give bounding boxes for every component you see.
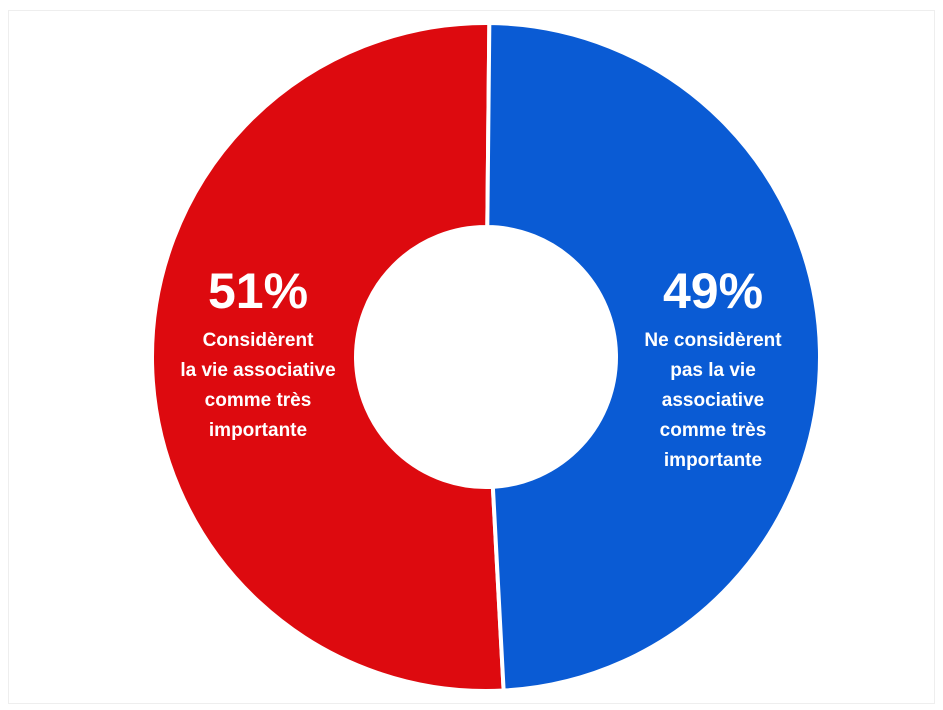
desc-line-ne-considerent-4: importante (664, 450, 762, 471)
desc-line-ne-considerent-3: comme très (660, 420, 767, 441)
desc-line-considerent-0: Considèrent (203, 330, 315, 351)
desc-line-ne-considerent-1: pas la vie (670, 360, 756, 381)
slice-ne-considerent (485, 20, 822, 693)
desc-line-considerent-1: la vie associative (180, 360, 335, 381)
labels-group: 51% Considèrent la vie associative comme tr… (180, 263, 782, 471)
desc-line-ne-considerent-2: associative (662, 390, 764, 411)
percent-label-considerent: 51% (208, 263, 308, 319)
percent-label-ne-considerent: 49% (663, 263, 763, 319)
desc-line-ne-considerent-0: Ne considèrent (644, 330, 782, 351)
desc-line-considerent-3: importante (209, 420, 307, 441)
slice-considerent (150, 21, 506, 693)
slices-group (150, 20, 822, 693)
desc-line-considerent-2: comme très (205, 390, 312, 411)
